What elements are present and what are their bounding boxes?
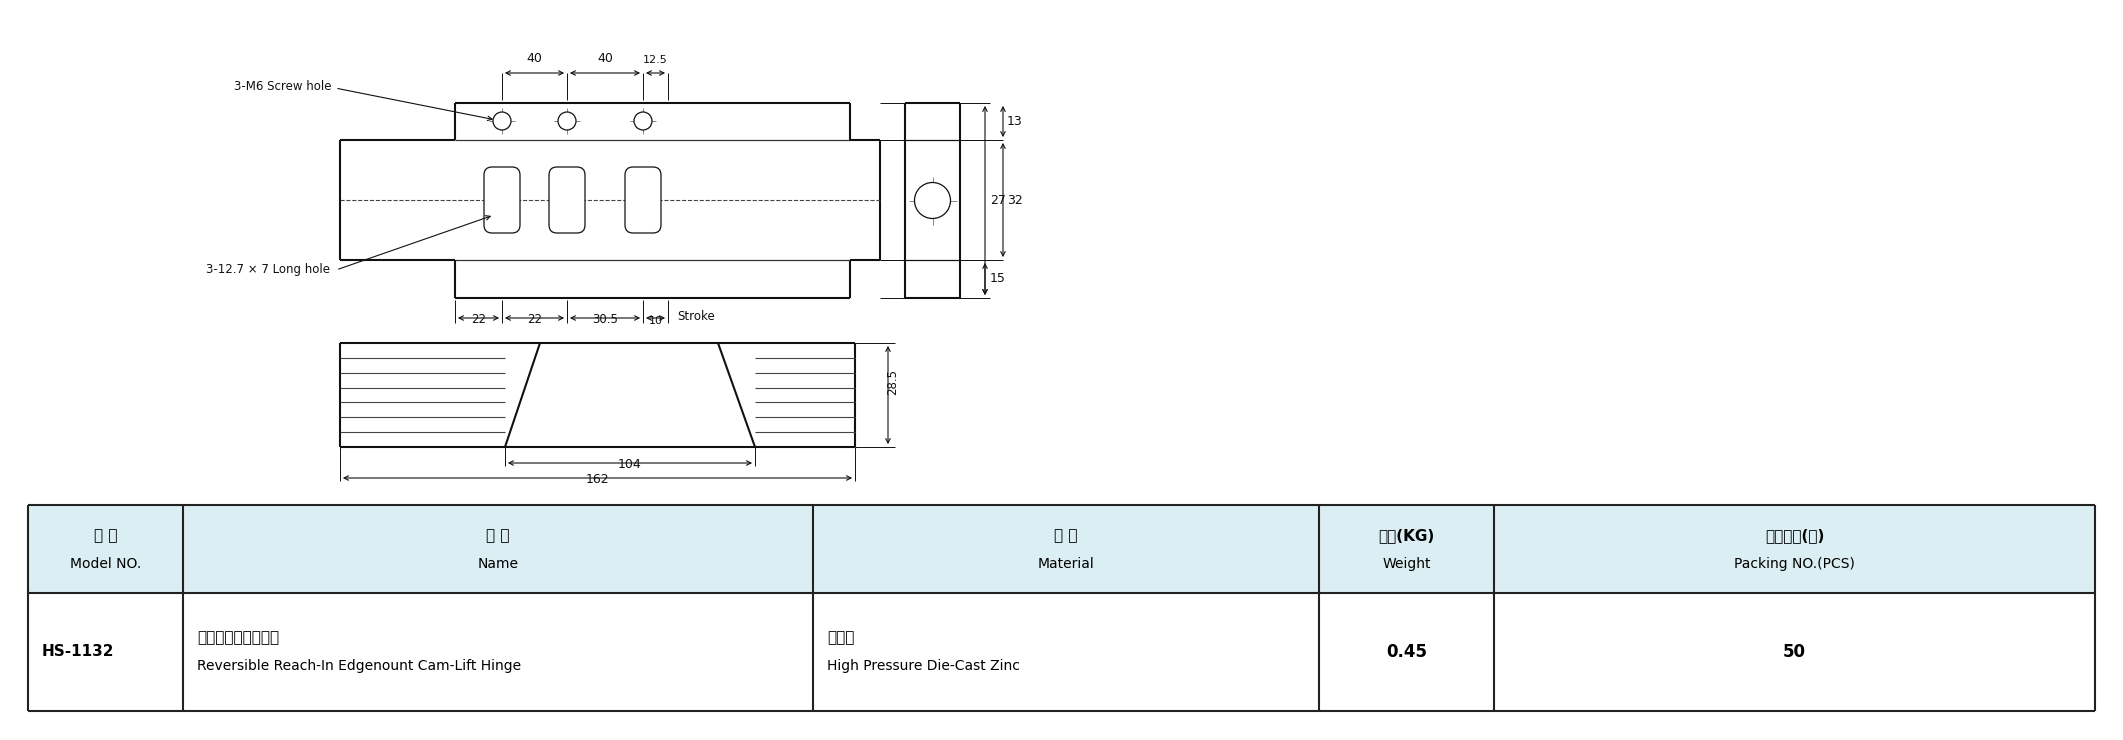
Text: 22: 22 [471,313,486,326]
Text: 30.5: 30.5 [592,313,618,326]
Text: 10: 10 [648,316,662,326]
Text: Packing NO.(PCS): Packing NO.(PCS) [1734,557,1856,571]
FancyBboxPatch shape [624,167,660,233]
Text: Material: Material [1038,557,1093,571]
Text: Reversible Reach-In Edgenount Cam-Lift Hinge: Reversible Reach-In Edgenount Cam-Lift H… [197,659,520,673]
Text: 40: 40 [527,52,543,65]
Text: 名 称: 名 称 [486,528,510,543]
Text: 50: 50 [1783,643,1807,661]
Text: 重量(KG): 重量(KG) [1378,528,1435,543]
Text: Weight: Weight [1382,557,1431,571]
Text: Stroke: Stroke [677,309,715,323]
Circle shape [915,183,951,218]
Text: Model NO.: Model NO. [70,557,140,571]
Bar [28,593,2095,711]
Text: 锌合金: 锌合金 [828,630,853,645]
Text: High Pressure Die-Cast Zinc: High Pressure Die-Cast Zinc [828,659,1019,673]
Text: 27: 27 [989,194,1006,207]
Text: 32: 32 [1006,193,1023,206]
Text: 3-M6 Screw hole: 3-M6 Screw hole [234,81,331,93]
Text: 162: 162 [586,473,609,486]
Text: 28.5: 28.5 [887,369,900,395]
Text: 冷冻库升降型门铰链: 冷冻库升降型门铰链 [197,630,278,645]
Circle shape [635,112,652,130]
Bar [28,505,2095,593]
Text: 22: 22 [527,313,541,326]
FancyBboxPatch shape [484,167,520,233]
Text: 13: 13 [1006,115,1023,128]
Text: 104: 104 [618,458,641,471]
FancyBboxPatch shape [550,167,586,233]
Text: 3-12.7 × 7 Long hole: 3-12.7 × 7 Long hole [206,263,329,277]
Text: Name: Name [478,557,518,571]
Text: 材 质: 材 质 [1055,528,1078,543]
Text: 0.45: 0.45 [1386,643,1427,661]
Text: HS-1132: HS-1132 [42,645,115,659]
Circle shape [558,112,575,130]
Text: 15: 15 [989,272,1006,286]
Text: 装箱数／(只): 装箱数／(只) [1764,528,1824,543]
Text: 编 号: 编 号 [93,528,117,543]
Text: 40: 40 [597,52,614,65]
Circle shape [493,112,512,130]
Text: 12.5: 12.5 [643,55,669,65]
